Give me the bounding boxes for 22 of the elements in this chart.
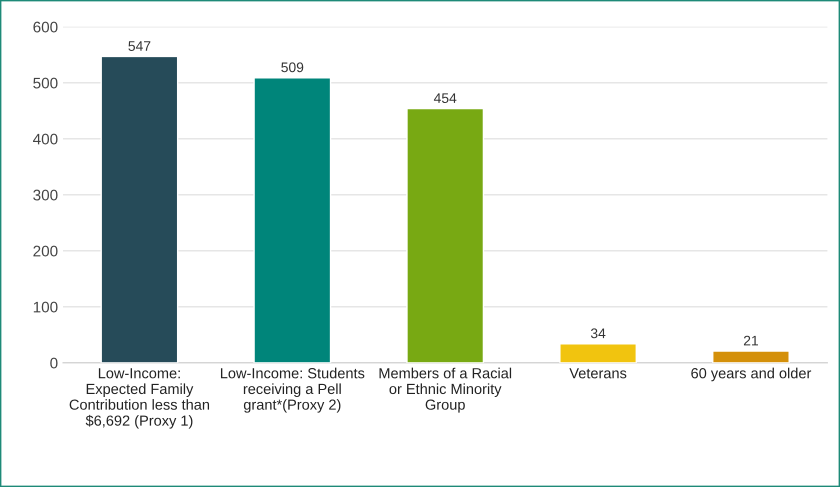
y-tick-label: 400 — [33, 134, 58, 144]
bar — [406, 108, 484, 363]
data-label: 547 — [128, 41, 150, 51]
bar — [559, 343, 637, 363]
y-tick-label: 600 — [33, 22, 58, 32]
y-tick-label: 0 — [50, 358, 58, 368]
bar — [253, 77, 332, 363]
x-tick-label: Veterans — [569, 368, 626, 378]
x-tick-label: Low-Income: Students receiving a Pell grant*(Proxy 2) — [220, 368, 364, 413]
y-tick-label: 200 — [33, 246, 58, 256]
y-tick-label: 300 — [33, 190, 58, 200]
y-tick-label: 500 — [33, 78, 58, 88]
bar — [100, 56, 178, 363]
data-label: 454 — [434, 93, 456, 104]
data-label: 509 — [281, 62, 304, 72]
x-tick-label: 60 years and older — [691, 368, 812, 382]
x-tick-label: Members of a Racial or Ethnic Minority Group — [380, 368, 512, 413]
x-tick-label: Low-Income: Expected Family Contribution less than $6,692 (Proxy 1) — [70, 368, 210, 429]
bar — [712, 350, 790, 363]
data-label: 21 — [744, 336, 758, 346]
data-label: 34 — [590, 328, 606, 338]
y-tick-label: 100 — [34, 302, 58, 312]
